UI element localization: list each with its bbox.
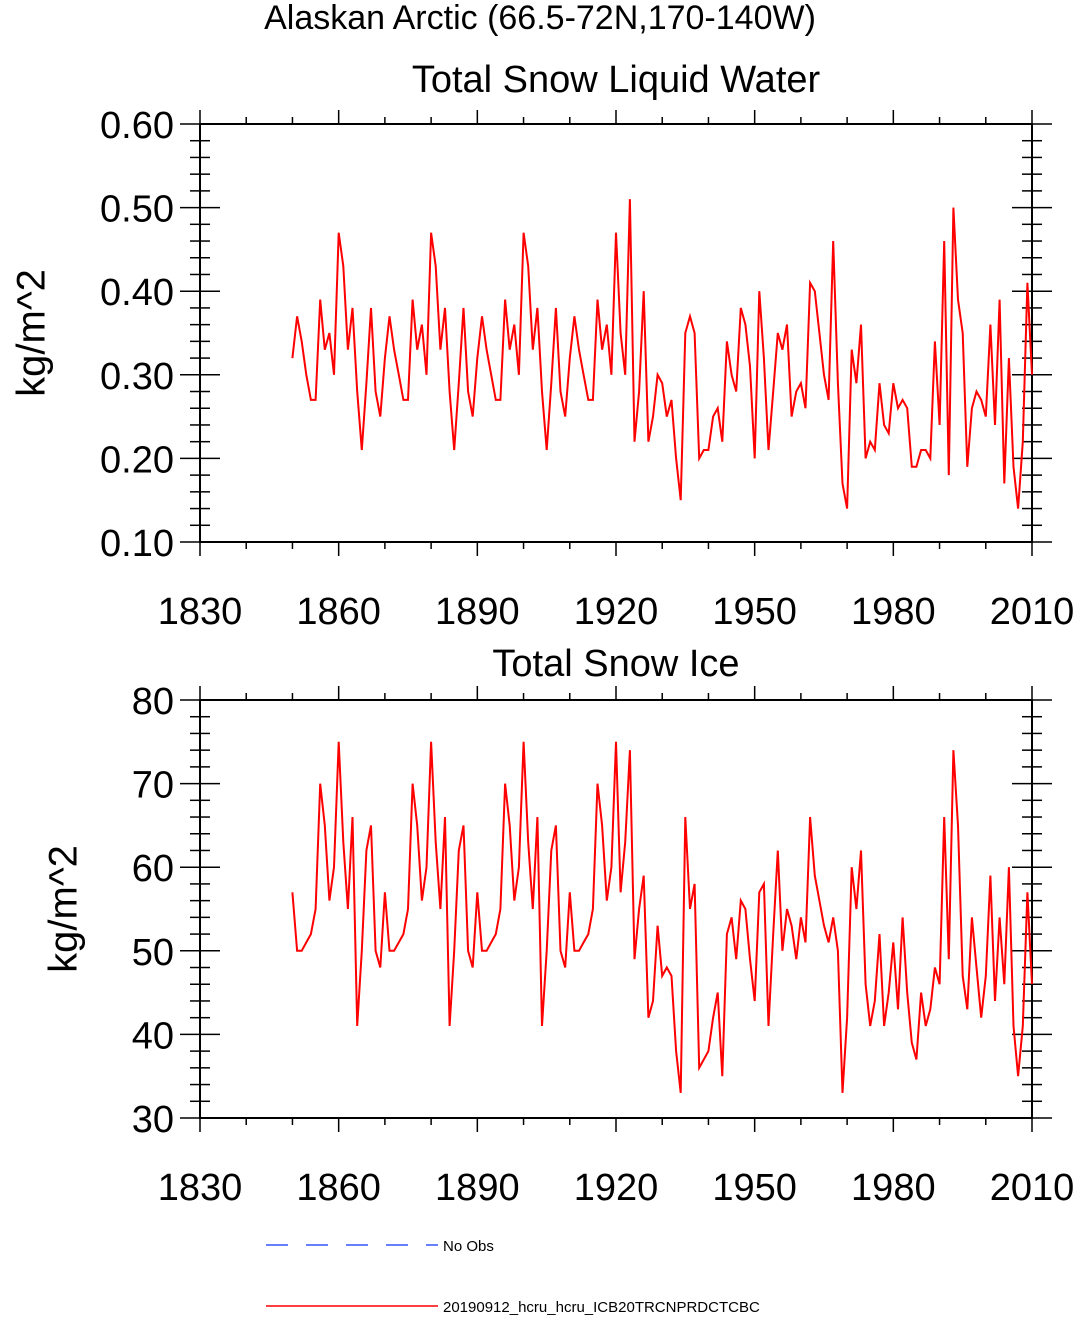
legend: No Obs 20190912_hcru_hcru_ICB20TRCNPRDCT… [266,1238,760,1316]
plot-frame [199,123,1033,543]
chart-title: Total Snow Ice [492,643,739,685]
y-tick-label: 0.10 [100,523,174,565]
y-axis-label: kg/m^2 [42,845,86,973]
series-line [291,199,1033,509]
x-tick-label: 1920 [574,591,659,633]
x-tick-label: 1860 [296,591,381,633]
x-tick-label: 1890 [435,1167,520,1209]
panel-snow-liquid-water: Total Snow Liquid Water 1830 1860 1890 1920 1… [10,59,1075,633]
x-tick-label: 1830 [158,1167,243,1209]
x-tick-label: 1830 [158,591,243,633]
x-tick-label: 1920 [574,1167,659,1209]
x-tick-label: 2010 [990,591,1075,633]
series-line [291,741,1033,1094]
y-tick-label: 50 [132,932,174,974]
x-tick-label: 1860 [296,1167,381,1209]
panel-snow-ice: Total Snow Ice 1830 1860 1890 1920 1950 1980 20… [42,643,1075,1209]
y-tick-label: 0.60 [100,105,174,147]
y-tick-label: 70 [132,765,174,807]
y-tick-label: 80 [132,681,174,723]
y-tick-label: 60 [132,848,174,890]
y-tick-label: 0.20 [100,439,174,481]
page-title: Alaskan Arctic (66.5-72N,170-140W) [264,0,816,37]
x-tick-label: 1950 [712,591,797,633]
x-tick-label: 1950 [712,1167,797,1209]
x-tick-label: 1980 [851,1167,936,1209]
legend-no-obs-label: No Obs [443,1238,494,1255]
chart-title: Total Snow Liquid Water [412,59,821,101]
y-tick-label: 40 [132,1015,174,1057]
y-axis-label: kg/m^2 [10,269,54,397]
x-tick-label: 2010 [990,1167,1075,1209]
legend-model-label: 20190912_hcru_hcru_ICB20TRCNPRDCTCBC [443,1299,760,1316]
x-tick-label: 1980 [851,591,936,633]
y-tick-label: 0.30 [100,356,174,398]
y-tick-label: 0.40 [100,272,174,314]
y-tick-label: 30 [132,1099,174,1141]
x-tick-label: 1890 [435,591,520,633]
y-tick-label: 0.50 [100,189,174,231]
